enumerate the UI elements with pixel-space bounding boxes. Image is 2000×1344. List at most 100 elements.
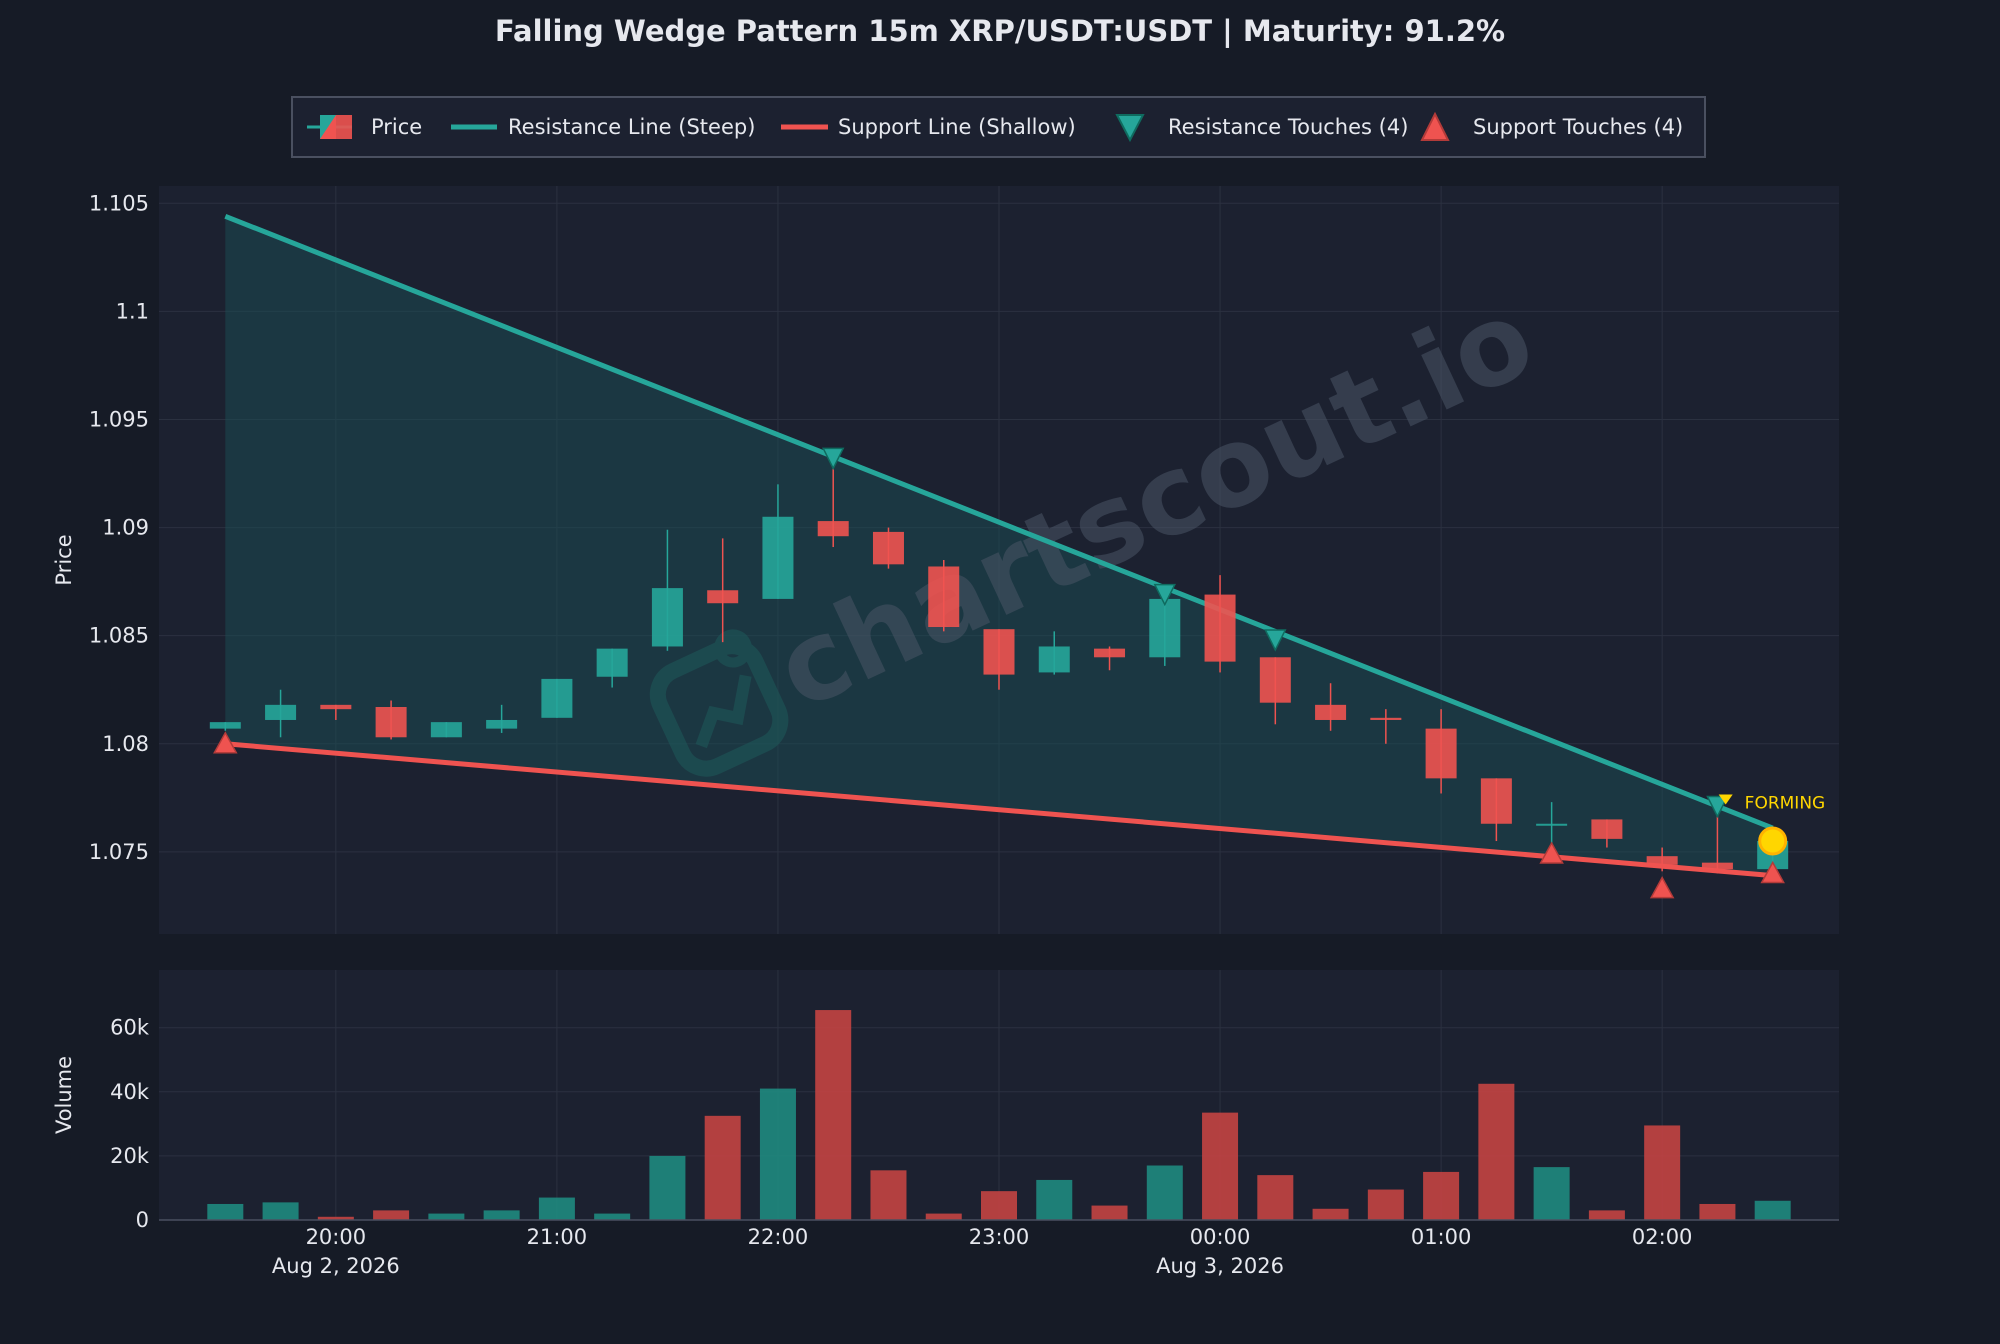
chart-title: Falling Wedge Pattern 15m XRP/USDT:USDT … — [495, 14, 1505, 48]
candle-body — [1425, 728, 1457, 779]
candle-body — [1646, 856, 1678, 865]
volume-bar — [1699, 1203, 1736, 1220]
price-tick-label: 1.085 — [89, 624, 149, 648]
support-touch-marker — [213, 731, 238, 754]
forming-hourglass-icon — [1718, 794, 1733, 805]
touch-markers — [213, 447, 1785, 899]
legend-support-touch-icon — [1420, 111, 1450, 141]
volume-bar — [1312, 1208, 1349, 1220]
forming-marker — [1758, 826, 1788, 856]
support-line — [225, 741, 1773, 879]
volume-bar — [1146, 1165, 1183, 1220]
price-tick-label: 1.09 — [102, 516, 149, 540]
candle-body — [762, 516, 794, 599]
volume-bar — [483, 1210, 520, 1220]
candle-body — [1591, 819, 1623, 839]
volume-bar — [704, 1115, 741, 1220]
candle-body — [817, 521, 849, 537]
legend-price-label: Price — [371, 115, 422, 139]
time-tick-label: 21:00 — [527, 1225, 588, 1249]
candle-body — [872, 531, 904, 565]
candle-body — [1204, 594, 1236, 662]
volume-bar — [428, 1213, 465, 1220]
date-tick-label: Aug 3, 2026 — [1156, 1254, 1284, 1278]
legend-box — [291, 96, 1706, 158]
resistance-touch-marker — [1264, 629, 1287, 652]
volume-bar — [207, 1203, 244, 1220]
volume-bar — [538, 1197, 575, 1220]
legend-resistance-touch-label: Resistance Touches (4) — [1168, 115, 1408, 139]
volume-bar — [317, 1216, 354, 1220]
candle-body — [375, 707, 407, 738]
candle-body — [209, 722, 241, 729]
volume-bar — [815, 1010, 852, 1220]
price-tick-label: 1.08 — [102, 732, 149, 756]
candle-body — [983, 629, 1015, 675]
candle-body — [265, 704, 297, 720]
candle-body — [1315, 704, 1347, 720]
volume-bar — [1367, 1189, 1404, 1220]
volume-bar — [759, 1088, 796, 1220]
resistance-touch-marker — [1153, 583, 1177, 607]
legend: Price Resistance Line (Steep) Support Li… — [291, 96, 1706, 158]
watermark-logo-icon — [649, 629, 789, 777]
price-tick-label: 1.095 — [89, 407, 149, 431]
volume-bar — [1478, 1083, 1515, 1220]
time-tick-label: 02:00 — [1632, 1225, 1693, 1249]
candle-body — [1038, 646, 1070, 673]
candle-body — [651, 588, 683, 647]
volume-bar — [1588, 1210, 1625, 1220]
candle-body — [1370, 717, 1402, 720]
volume-bar — [1091, 1205, 1128, 1220]
candle-body — [1259, 657, 1291, 703]
volume-bar — [981, 1191, 1017, 1220]
pattern-lines — [224, 213, 1774, 879]
candle-body — [320, 704, 352, 710]
axes: 1.075 1.08 1.085 1.09 1.095 1.1 1.105 0 20k 40k 60… — [89, 191, 1839, 1278]
candle-body — [1094, 648, 1126, 658]
legend-support-label: Support Line (Shallow) — [838, 115, 1076, 139]
candle-body — [486, 719, 518, 729]
volume-bar — [373, 1210, 410, 1220]
volume-tick-label: 0 — [136, 1208, 149, 1232]
volume-axis-label: Volume — [52, 1056, 76, 1134]
legend-resistance-label: Resistance Line (Steep) — [508, 115, 755, 139]
volume-bar — [594, 1213, 631, 1220]
volume-bar — [1754, 1200, 1791, 1220]
volume-bar — [1257, 1175, 1294, 1220]
time-tick-label: 23:00 — [969, 1225, 1030, 1249]
candle-body — [1149, 598, 1181, 658]
volume-tick-label: 40k — [110, 1080, 150, 1104]
candle-body — [596, 648, 628, 677]
candle-body — [1480, 778, 1512, 824]
resistance-touch-marker — [821, 447, 845, 471]
volume-bar — [1202, 1112, 1239, 1220]
price-tick-label: 1.105 — [89, 191, 149, 215]
time-tick-label: 00:00 — [1190, 1225, 1251, 1249]
price-tick-label: 1.075 — [89, 840, 149, 864]
volume-bar — [262, 1202, 299, 1220]
date-tick-label: Aug 2, 2026 — [272, 1254, 400, 1278]
legend-price-icon — [307, 115, 352, 139]
forming-annotation: FORMING — [1718, 793, 1825, 856]
time-tick-label: 01:00 — [1411, 1225, 1472, 1249]
legend-support-touch-label: Support Touches (4) — [1473, 115, 1683, 139]
candle-body — [541, 678, 573, 718]
volume-bar — [925, 1213, 962, 1220]
volume-bar — [1533, 1167, 1570, 1220]
candle-body — [707, 590, 739, 604]
volume-bar — [1036, 1179, 1073, 1220]
candle-body — [1536, 823, 1568, 826]
time-tick-label: 22:00 — [748, 1225, 809, 1249]
volume-bars — [207, 1010, 1791, 1220]
volume-tick-label: 60k — [110, 1016, 150, 1040]
time-tick-label: 20:00 — [306, 1225, 367, 1249]
resistance-line — [224, 213, 1774, 831]
candle-body — [1701, 862, 1733, 870]
price-axis-label: Price — [52, 534, 76, 585]
resistance-touch-marker — [1706, 795, 1729, 819]
volume-tick-label: 20k — [110, 1144, 150, 1168]
legend-resistance-touch-icon — [1115, 114, 1145, 143]
